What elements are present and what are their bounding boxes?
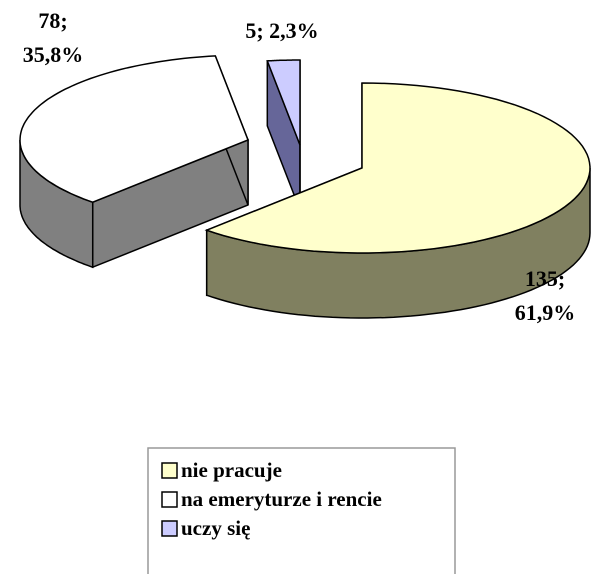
slice [204,82,591,254]
data-label: 78; 35,8% [22,8,84,67]
data-label: 135; 61,9% [514,266,576,325]
legend-swatch [161,520,178,537]
legend-box [147,447,456,574]
legend-swatch [161,462,178,479]
slice [266,59,301,146]
legend-label: nie pracuje [181,458,282,482]
slice [19,55,249,204]
legend-swatch [161,491,178,508]
legend-label: uczy się [181,516,250,540]
legend-label: na emeryturze i rencie [181,487,382,511]
data-label: 5; 2,3% [245,18,319,43]
